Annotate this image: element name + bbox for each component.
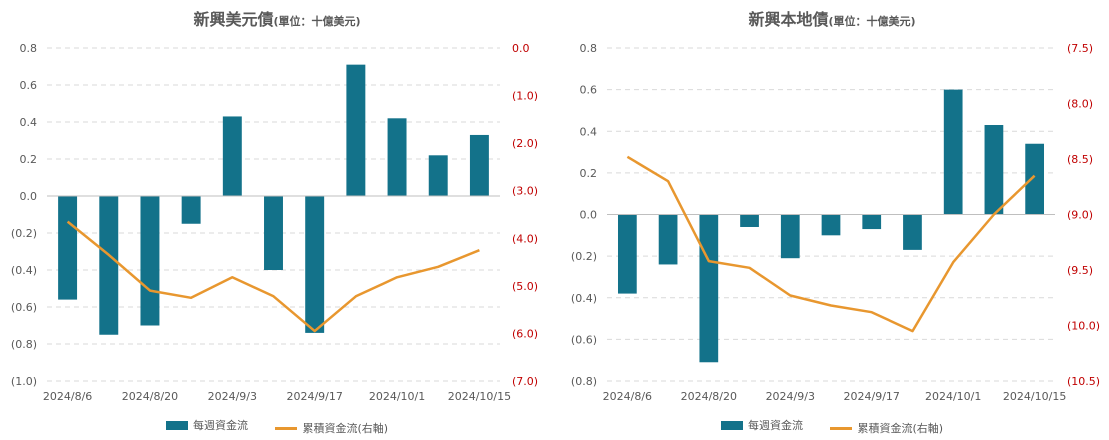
chart-title-unit: (單位：十億美元) — [828, 15, 916, 28]
left-axis-tick-label: 0.6 — [580, 84, 598, 97]
bar-weekly-flow — [387, 118, 407, 196]
right-axis-tick-label: (4.0) — [512, 232, 538, 245]
x-axis-tick-label: 2024/8/6 — [43, 390, 92, 403]
bar-weekly-flow — [699, 214, 719, 363]
left-axis-tick-label: (0.2) — [571, 250, 597, 263]
legend-item-weekly-flow: 每週資金流 — [720, 417, 803, 433]
left-axis-tick-label: (1.0) — [11, 375, 37, 388]
left-axis-tick-label: (0.6) — [11, 301, 37, 314]
legend-item-cumulative-flow: 累積資金流(右軸) — [275, 420, 388, 436]
bar-weekly-flow — [140, 196, 160, 326]
x-axis-tick-label: 2024/10/1 — [369, 390, 425, 403]
right-axis-tick-label: (9.5) — [1067, 264, 1093, 277]
left-axis-tick-label: 0.8 — [20, 42, 38, 55]
bar-weekly-flow — [862, 214, 882, 230]
bar-weekly-flow — [469, 134, 489, 196]
chart-svg: 0.8 0.6 0.4 0.2 0.0 (0.2) (0.4) (0.6) (0.8) (7.5)… — [571, 42, 1100, 403]
right-axis-tick-label: (3.0) — [512, 185, 538, 198]
bar-weekly-flow — [658, 214, 678, 265]
x-axis-tick-label: 2024/9/3 — [766, 390, 815, 403]
bar-weekly-flow — [903, 214, 922, 250]
left-axis-tick-label: 0.2 — [20, 153, 38, 166]
right-axis-tick-label: (2.0) — [512, 137, 538, 150]
bar-weekly-flow — [1025, 143, 1045, 215]
left-axis-tick-label: 0.0 — [580, 209, 598, 222]
legend-label-cumulative-flow: 累積資金流(右軸) — [857, 422, 944, 435]
chart-title-unit: (單位：十億美元) — [273, 15, 361, 28]
legend-label-weekly-flow: 每週資金流 — [747, 419, 803, 432]
chart-title: 新興本地債(單位：十億美元) — [555, 6, 1109, 30]
bar-weekly-flow — [740, 214, 759, 227]
chart-legend: 每週資金流 累積資金流(右軸) — [555, 417, 1109, 436]
right-axis-tick-label: (10.0) — [1067, 320, 1100, 333]
bar-weekly-flow — [617, 214, 637, 294]
x-axis-tick-label: 2024/10/1 — [925, 390, 981, 403]
left-axis-tick-label: (0.6) — [571, 333, 597, 346]
legend-item-cumulative-flow: 累積資金流(右軸) — [830, 420, 943, 436]
x-axis-tick-label: 2024/8/20 — [122, 390, 178, 403]
bar-weekly-flow — [821, 214, 841, 236]
bar-weekly-flow — [984, 125, 1004, 215]
chart-panel-emerging-usd-debt: 新興美元債(單位：十億美元) 0.8 0.6 0.4 0.2 0.0 (0.2) (0.4)… — [0, 0, 554, 440]
right-axis-tick-label: (10.5) — [1067, 375, 1100, 388]
left-axis-tick-label: 0.2 — [580, 167, 598, 180]
x-axis-tick-label: 2024/10/15 — [1003, 390, 1066, 403]
legend-label-cumulative-flow: 累積資金流(右軸) — [302, 422, 389, 435]
left-axis-tick-label: (0.2) — [11, 227, 37, 240]
left-axis-tick-label: 0.8 — [580, 42, 598, 55]
legend-swatch-line — [830, 426, 853, 430]
left-axis-tick-label: 0.4 — [20, 116, 38, 129]
legend-swatch-bar — [165, 420, 188, 430]
right-axis-tick-label: (7.5) — [1067, 42, 1093, 55]
left-axis-tick-label: 0.4 — [580, 125, 598, 138]
x-axis-tick-label: 2024/9/17 — [286, 390, 342, 403]
left-axis-tick-label: (0.8) — [571, 375, 597, 388]
bar-weekly-flow — [58, 196, 78, 300]
x-axis-tick-label: 2024/10/15 — [448, 390, 511, 403]
legend-item-weekly-flow: 每週資金流 — [165, 417, 248, 433]
left-axis-tick-label: 0.0 — [20, 190, 38, 203]
right-axis-tick-label: (5.0) — [512, 280, 538, 293]
right-axis-tick-label: (6.0) — [512, 327, 538, 340]
bar-weekly-flow — [264, 196, 283, 270]
legend-swatch-bar — [720, 420, 743, 430]
left-axis-tick-label: 0.6 — [20, 79, 38, 92]
left-axis-tick-label: (0.4) — [11, 264, 37, 277]
bar-weekly-flow — [305, 196, 325, 333]
x-axis-tick-label: 2024/9/17 — [844, 390, 900, 403]
right-axis-tick-label: (7.0) — [512, 375, 538, 388]
bar-weekly-flow — [943, 89, 963, 215]
chart-svg: 0.8 0.6 0.4 0.2 0.0 (0.2) (0.4) (0.6) (0.8) (1.0)… — [11, 42, 538, 403]
bar-weekly-flow — [780, 214, 800, 259]
line-cumulative-flow — [66, 220, 480, 333]
chart-title-main: 新興美元債 — [193, 10, 274, 29]
x-axis-tick-label: 2024/8/20 — [681, 390, 737, 403]
bar-weekly-flow — [181, 196, 201, 224]
bar-weekly-flow — [99, 196, 119, 335]
chart-title: 新興美元債(單位：十億美元) — [0, 6, 554, 30]
bar-weekly-flow — [346, 64, 366, 197]
legend-swatch-line — [275, 426, 298, 430]
left-axis-tick-label: (0.8) — [11, 338, 37, 351]
bar-weekly-flow — [428, 155, 448, 196]
line-cumulative-flow — [626, 155, 1036, 333]
right-axis-tick-label: (8.5) — [1067, 153, 1093, 166]
legend-label-weekly-flow: 每週資金流 — [192, 419, 248, 432]
chart-panel-emerging-local-debt: 新興本地債(單位：十億美元) 0.8 0.6 0.4 0.2 0.0 (0.2) (0.4)… — [555, 0, 1109, 440]
chart-legend: 每週資金流 累積資金流(右軸) — [0, 417, 554, 436]
x-axis-tick-label: 2024/9/3 — [208, 390, 257, 403]
right-axis-tick-label: (8.0) — [1067, 98, 1093, 111]
chart-title-main: 新興本地債 — [748, 10, 829, 29]
bar-weekly-flow — [222, 116, 242, 196]
left-axis-tick-label: (0.4) — [571, 292, 597, 305]
right-axis-tick-label: (9.0) — [1067, 209, 1093, 222]
right-axis-tick-label: 0.0 — [512, 42, 530, 55]
x-axis-tick-label: 2024/8/6 — [603, 390, 652, 403]
right-axis-tick-label: (1.0) — [512, 90, 538, 103]
